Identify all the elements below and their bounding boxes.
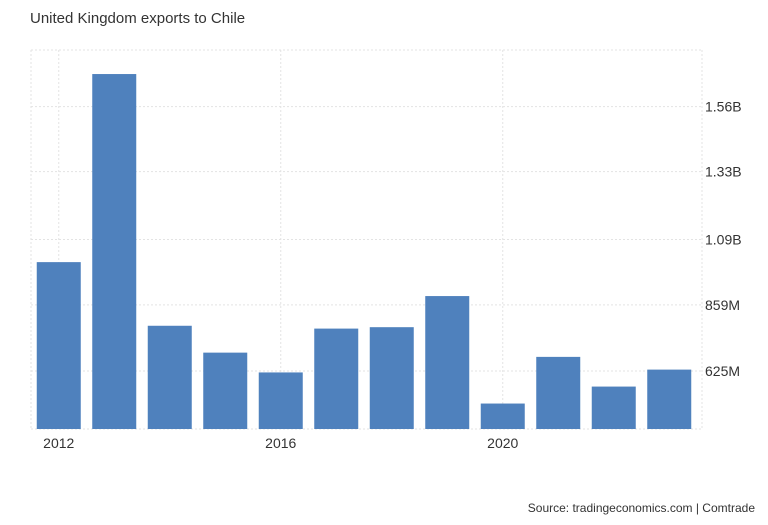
x-tick-label: 2016 xyxy=(265,435,296,451)
x-tick-label: 2020 xyxy=(487,435,518,451)
bar xyxy=(647,369,692,429)
y-tick-label: 625M xyxy=(705,363,740,379)
chart-title: United Kingdom exports to Chile xyxy=(30,10,246,27)
bar xyxy=(536,356,581,429)
bar xyxy=(147,325,192,429)
bar xyxy=(314,328,359,429)
source-note: Source: tradingeconomics.com | Comtrade xyxy=(527,501,755,515)
x-axis: 2012 2016 2020 xyxy=(43,435,518,451)
x-tick-label: 2012 xyxy=(43,435,74,451)
y-tick-label: 859M xyxy=(705,297,740,313)
y-tick-label: 1.56B xyxy=(705,99,742,115)
bar xyxy=(480,403,525,429)
y-tick-label: 1.33B xyxy=(705,164,742,180)
grid-lines xyxy=(30,49,703,430)
y-tick-label: 1.09B xyxy=(705,232,742,248)
bar xyxy=(258,372,303,429)
bars xyxy=(36,74,692,429)
bar xyxy=(92,74,137,429)
bar xyxy=(591,386,636,429)
y-axis: 625M 859M 1.09B 1.33B 1.56B xyxy=(705,99,742,379)
bar xyxy=(369,327,414,429)
bar xyxy=(425,296,470,429)
bar xyxy=(203,352,248,429)
bar xyxy=(36,262,81,429)
